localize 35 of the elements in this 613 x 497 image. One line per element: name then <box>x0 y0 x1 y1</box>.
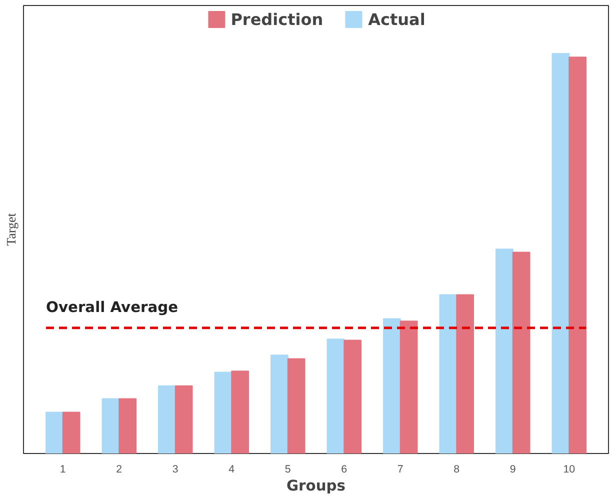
bar <box>174 385 193 454</box>
x-tick-label: 4 <box>228 464 235 476</box>
bar <box>552 53 570 454</box>
bar <box>383 318 401 454</box>
bar <box>214 372 232 454</box>
bar <box>270 354 288 454</box>
x-tick-label: 7 <box>397 464 404 476</box>
bar <box>158 385 176 454</box>
bar <box>512 252 530 454</box>
legend-label: Prediction <box>230 10 324 28</box>
x-tick-label: 1 <box>60 464 66 476</box>
x-tick-label: 5 <box>284 464 291 476</box>
bar <box>400 320 418 454</box>
x-tick-label: 10 <box>563 464 576 476</box>
bar <box>62 412 80 454</box>
x-tick-label: 9 <box>510 464 516 476</box>
x-tick-label: 6 <box>341 464 348 476</box>
bar <box>326 338 345 454</box>
x-axis-title: Groups <box>286 478 346 494</box>
bar <box>46 412 64 454</box>
x-tick-label: 3 <box>172 464 178 476</box>
bar <box>102 398 120 454</box>
bar <box>456 294 474 454</box>
bar <box>231 370 249 454</box>
x-tick-label: 2 <box>116 464 122 476</box>
bar <box>439 294 458 454</box>
y-axis-title: Target <box>4 212 18 246</box>
x-tick-label: 8 <box>454 464 460 476</box>
bar <box>118 398 136 454</box>
bar <box>344 340 362 454</box>
bar <box>496 248 514 454</box>
legend-label: Actual <box>368 10 426 28</box>
bar <box>287 358 306 454</box>
bar <box>568 56 586 454</box>
ref-line-label: Overall Average <box>46 298 178 316</box>
